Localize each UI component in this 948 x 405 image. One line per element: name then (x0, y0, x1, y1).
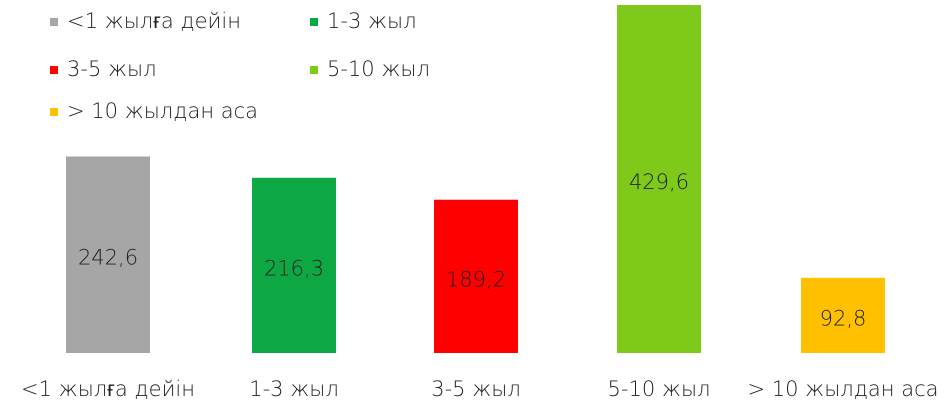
bar (801, 277, 885, 353)
bar (252, 177, 336, 353)
legend-swatch (50, 18, 58, 26)
legend-label: 5-10 жыл (327, 57, 430, 81)
value-label: 216,3 (264, 256, 324, 280)
x-tick-label: 5-10 жыл (608, 377, 711, 401)
legend-swatch (310, 18, 318, 26)
x-tick-label: 3-5 жыл (431, 377, 521, 401)
legend-swatch (50, 108, 58, 116)
legend-swatch (310, 66, 318, 74)
x-tick-label: 1-3 жыл (249, 377, 339, 401)
legend-label: 3-5 жыл (67, 57, 157, 81)
legend-swatch (50, 66, 58, 74)
x-tick-label: > 10 жылдан аса (747, 377, 938, 401)
value-label: 242,6 (78, 246, 138, 270)
legend-label: > 10 жылдан аса (67, 99, 258, 123)
value-label: 429,6 (629, 170, 689, 194)
legend-label: 1-3 жыл (327, 9, 417, 33)
legend-label: <1 жылға дейін (67, 9, 241, 33)
x-tick-label: <1 жылға дейін (21, 377, 195, 401)
bar (434, 199, 518, 353)
value-label: 92,8 (820, 306, 867, 330)
bar (617, 5, 701, 353)
value-label: 189,2 (446, 267, 506, 291)
bar (66, 156, 150, 353)
